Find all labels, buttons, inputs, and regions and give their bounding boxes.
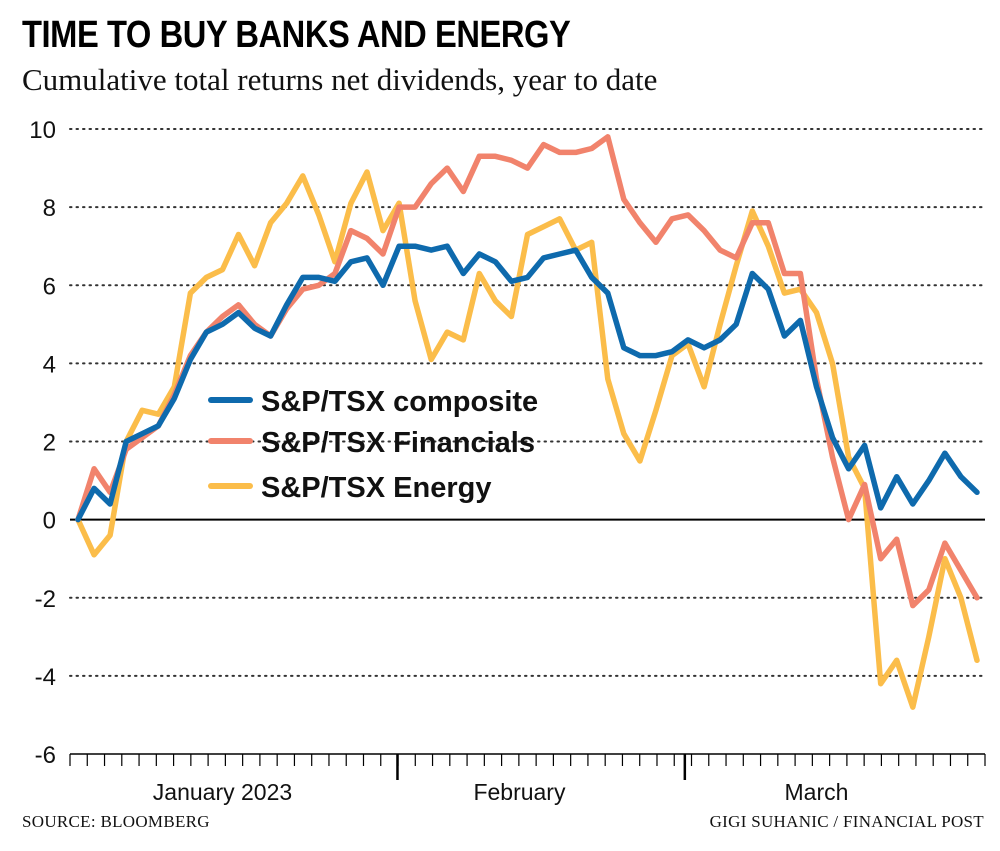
chart-title: TIME TO BUY BANKS AND ENERGY	[22, 14, 571, 56]
y-tick-label: -4	[35, 664, 56, 691]
legend: S&P/TSX composite S&P/TSX Financials S&P/T…	[208, 386, 538, 504]
x-month-label: February	[473, 779, 566, 805]
y-tick-label: -2	[35, 586, 56, 613]
series-line-2	[75, 169, 980, 710]
x-axis: January 2023 February March	[69, 753, 986, 805]
series-lines	[75, 134, 980, 710]
legend-label: S&P/TSX Financials	[261, 427, 535, 459]
y-tick-label: 0	[43, 508, 56, 535]
y-tick-label: 8	[43, 195, 56, 222]
y-tick-label: -6	[35, 742, 56, 769]
y-tick-label: 2	[43, 430, 56, 457]
credit-note: GIGI SUHANIC / FINANCIAL POST	[709, 812, 984, 831]
legend-label: S&P/TSX composite	[261, 386, 538, 418]
series-line-1	[75, 134, 980, 609]
y-axis-ticks: 10 8 6 4 2 0 -2 -4 -6	[29, 117, 56, 769]
source-note: SOURCE: BLOOMBERG	[22, 812, 210, 831]
x-month-label: March	[785, 779, 849, 805]
x-month-label: January 2023	[153, 779, 292, 805]
series-line-0	[75, 243, 980, 523]
legend-label: S&P/TSX Energy	[261, 472, 491, 504]
chart-subtitle: Cumulative total returns net dividends, …	[22, 62, 658, 97]
y-tick-label: 4	[43, 351, 56, 378]
y-tick-label: 6	[43, 273, 56, 300]
y-tick-label: 10	[29, 117, 56, 144]
